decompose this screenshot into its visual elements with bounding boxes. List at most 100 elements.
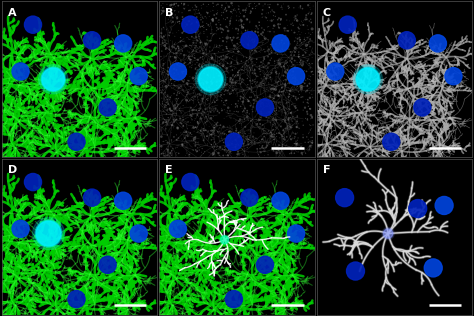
- Point: [275, 108, 283, 113]
- Point: [214, 63, 221, 68]
- Point: [288, 119, 296, 124]
- Point: [186, 115, 194, 120]
- Point: [304, 116, 311, 121]
- Point: [223, 8, 230, 13]
- Point: [160, 119, 167, 124]
- Point: [251, 139, 258, 144]
- Point: [302, 50, 310, 55]
- Point: [238, 46, 246, 51]
- Point: [240, 108, 247, 113]
- Point: [294, 41, 301, 46]
- Point: [163, 2, 171, 7]
- Point: [296, 21, 303, 27]
- Point: [230, 130, 237, 135]
- Point: [178, 121, 185, 126]
- Point: [230, 49, 237, 54]
- Point: [257, 69, 264, 74]
- Point: [174, 20, 182, 25]
- Point: [288, 53, 295, 58]
- Point: [187, 105, 195, 110]
- Point: [213, 147, 220, 152]
- Point: [257, 46, 265, 52]
- Point: [171, 79, 179, 84]
- Point: [182, 20, 189, 25]
- Point: [263, 74, 270, 79]
- Point: [223, 33, 231, 38]
- Point: [228, 59, 235, 64]
- Point: [230, 35, 237, 40]
- Point: [234, 29, 242, 34]
- Point: [166, 95, 174, 100]
- Point: [223, 132, 230, 137]
- Point: [217, 27, 224, 32]
- Point: [164, 132, 171, 137]
- Point: [277, 5, 284, 10]
- Point: [268, 43, 275, 48]
- Point: [204, 98, 211, 103]
- Point: [171, 113, 178, 118]
- Point: [209, 16, 217, 21]
- Point: [171, 54, 178, 59]
- Point: [178, 1, 185, 6]
- Point: [200, 51, 207, 56]
- Point: [260, 146, 268, 151]
- Point: [249, 120, 256, 125]
- Point: [182, 29, 190, 34]
- Point: [262, 15, 269, 20]
- Point: [222, 75, 230, 80]
- Point: [183, 92, 191, 97]
- Point: [207, 117, 215, 122]
- Point: [173, 117, 181, 122]
- Point: [164, 70, 172, 75]
- Point: [242, 8, 249, 13]
- Point: [305, 77, 313, 82]
- Point: [216, 138, 224, 143]
- Point: [203, 119, 210, 124]
- Point: [280, 93, 288, 98]
- Point: [228, 102, 235, 107]
- Point: [203, 10, 210, 15]
- Point: [223, 35, 231, 40]
- Point: [282, 25, 289, 30]
- Point: [289, 136, 297, 141]
- Circle shape: [256, 256, 273, 273]
- Point: [285, 94, 293, 99]
- Point: [166, 54, 174, 59]
- Point: [309, 138, 316, 143]
- Point: [181, 136, 189, 141]
- Point: [299, 152, 306, 157]
- Point: [209, 18, 217, 23]
- Point: [232, 144, 240, 149]
- Point: [303, 83, 311, 88]
- Point: [189, 29, 196, 34]
- Point: [243, 58, 250, 63]
- Point: [223, 66, 231, 71]
- Point: [239, 92, 247, 97]
- Point: [282, 109, 290, 114]
- Point: [182, 24, 189, 29]
- Point: [281, 64, 288, 69]
- Point: [233, 109, 240, 114]
- Point: [209, 48, 216, 53]
- Point: [171, 70, 178, 76]
- Point: [280, 78, 287, 83]
- Point: [194, 75, 202, 80]
- Point: [232, 126, 240, 131]
- Point: [283, 71, 291, 76]
- Point: [246, 130, 254, 135]
- Point: [204, 57, 211, 62]
- Point: [197, 133, 205, 138]
- Point: [292, 79, 299, 84]
- Point: [187, 113, 194, 118]
- Point: [180, 6, 188, 11]
- Point: [282, 12, 290, 17]
- Point: [255, 152, 263, 157]
- Circle shape: [169, 63, 186, 80]
- Point: [308, 61, 316, 66]
- Point: [224, 61, 231, 66]
- Point: [266, 42, 274, 47]
- Point: [163, 146, 170, 151]
- Point: [220, 124, 228, 129]
- Point: [192, 4, 200, 9]
- Circle shape: [382, 228, 394, 240]
